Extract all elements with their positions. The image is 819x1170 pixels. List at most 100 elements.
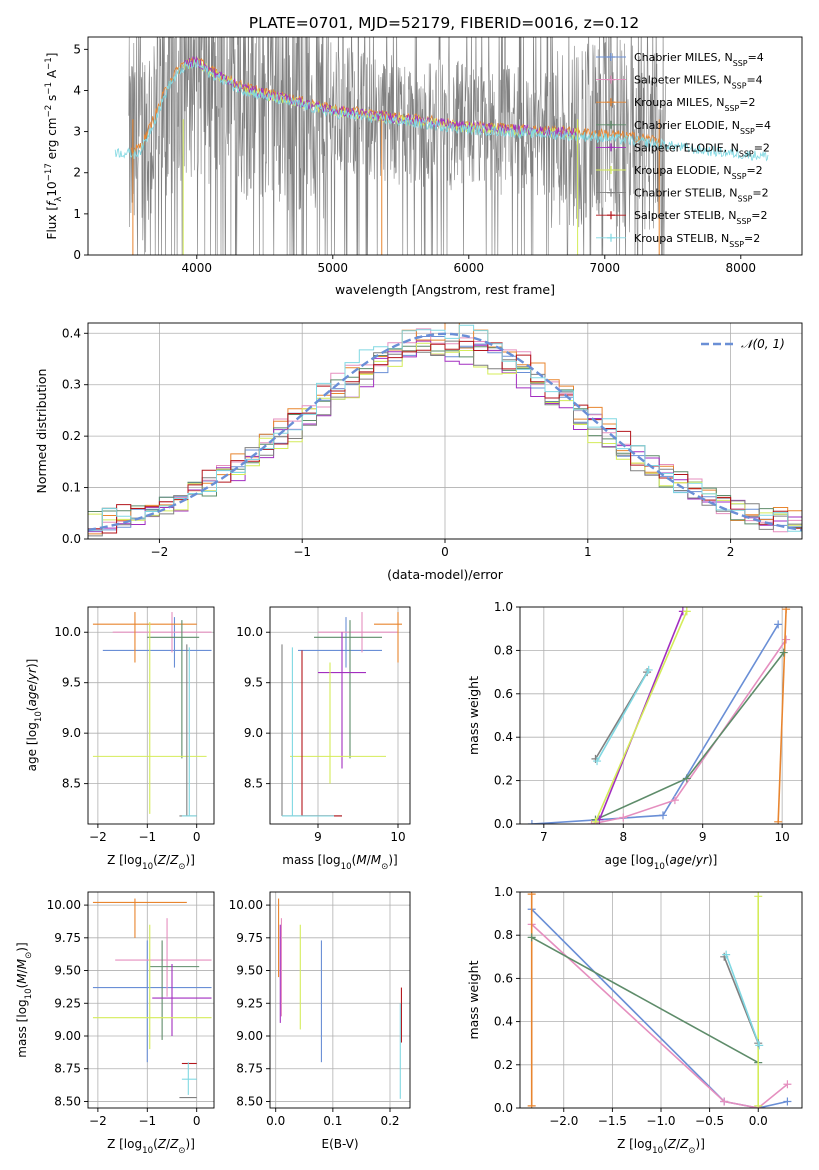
mass-weight-marker bbox=[591, 817, 600, 824]
y-tick-label: 0.4 bbox=[494, 730, 513, 744]
y-tick-label: 9.5 bbox=[244, 676, 263, 690]
mass-weight-marker bbox=[682, 774, 691, 783]
y-tick-label: 8.5 bbox=[244, 777, 263, 791]
y-tick-label: 10.0 bbox=[236, 625, 263, 639]
mass-weight-marker bbox=[722, 950, 731, 959]
mass-weight-marker bbox=[754, 1101, 763, 1108]
y-tick-label: 9.50 bbox=[54, 964, 81, 978]
age-vs-Z-plot-area bbox=[92, 612, 212, 817]
x-tick-label: 5000 bbox=[318, 261, 349, 275]
mass-weight-marker bbox=[782, 635, 791, 644]
y-tick-label: 0.8 bbox=[494, 643, 513, 657]
y-tick-label: 9.5 bbox=[62, 676, 81, 690]
x-tick-label: 0.1 bbox=[323, 1114, 342, 1128]
y-tick-label: 10.00 bbox=[229, 898, 263, 912]
x-tick-label: 1 bbox=[584, 545, 592, 559]
legend-marker bbox=[607, 211, 615, 220]
spectrum-model-line bbox=[182, 56, 578, 138]
y-tick-label: 9.75 bbox=[54, 931, 81, 945]
y-tick-label: 0.3 bbox=[62, 378, 81, 392]
legend-marker bbox=[607, 143, 615, 152]
y-tick-label: 0.8 bbox=[494, 928, 513, 942]
residual-histogram-plot-area bbox=[88, 323, 802, 537]
age-vs-mass-plot-area bbox=[281, 612, 402, 817]
x-tick-label: −1.0 bbox=[646, 1114, 675, 1128]
y-tick-label: 1 bbox=[73, 207, 81, 221]
x-tick-label: −2 bbox=[89, 830, 107, 844]
mass-weight-marker bbox=[755, 1041, 764, 1050]
mass-weight-marker bbox=[619, 813, 628, 822]
y-tick-label: 3 bbox=[73, 125, 81, 139]
y-tick-label: 0.6 bbox=[494, 687, 513, 701]
x-tick-label: 0.0 bbox=[749, 1114, 768, 1128]
x-tick-label: 0 bbox=[441, 545, 449, 559]
legend-marker bbox=[607, 120, 615, 129]
y-tick-label: 9.50 bbox=[236, 964, 263, 978]
y-tick-label: 0.2 bbox=[494, 1058, 513, 1072]
y-tick-label: 8.75 bbox=[54, 1062, 81, 1076]
x-tick-label: 10 bbox=[390, 830, 405, 844]
x-tick-label: 4000 bbox=[182, 261, 213, 275]
age-vs-mass-axes: 9 10 8.5 9.0 9.5 10.0 bbox=[236, 606, 411, 844]
x-tick-label: 0 bbox=[193, 1114, 201, 1128]
normal-curve bbox=[88, 332, 802, 532]
y-tick-label: 0.2 bbox=[62, 429, 81, 443]
y-tick-label: 9.00 bbox=[236, 1029, 263, 1043]
x-tick-label: 8000 bbox=[726, 261, 757, 275]
mass-vs-Z-plot-area bbox=[92, 898, 212, 1099]
mass-weight-line bbox=[531, 923, 788, 1108]
y-tick-label: 0.0 bbox=[62, 532, 81, 546]
age-vs-Z-ylabel: age [log10(age/yr)] bbox=[25, 659, 44, 772]
mass-weight-marker bbox=[783, 1097, 792, 1106]
spectrum-xlabel: wavelength [Angstrom, rest frame] bbox=[335, 282, 555, 297]
mass-weight-marker bbox=[527, 1101, 536, 1108]
mass-weight-vs-Z-plot-area bbox=[527, 892, 792, 1108]
x-tick-label: 7 bbox=[540, 830, 548, 844]
legend-marker bbox=[607, 53, 615, 61]
legend-label: Chabrier STELIB, NSSP=2 bbox=[634, 187, 769, 204]
y-tick-label: 10.0 bbox=[54, 625, 81, 639]
mass-weight-marker bbox=[593, 757, 602, 766]
legend-label: Chabrier MILES, NSSP=4 bbox=[634, 51, 764, 68]
axes-frame bbox=[519, 606, 803, 825]
legend-marker bbox=[607, 75, 615, 84]
x-tick-label: 8 bbox=[619, 830, 627, 844]
x-tick-label: −0.5 bbox=[695, 1114, 724, 1128]
y-tick-label: 0.0 bbox=[494, 1101, 513, 1115]
legend-marker bbox=[607, 98, 615, 107]
legend-label: Kroupa STELIB, NSSP=2 bbox=[634, 232, 760, 249]
mass-weight-marker bbox=[782, 607, 791, 614]
y-tick-label: 0.2 bbox=[494, 774, 513, 788]
y-tick-label: 0 bbox=[73, 248, 81, 262]
legend-marker bbox=[607, 188, 615, 197]
mass-weight-line bbox=[596, 669, 650, 762]
mass-weight-vs-age-xlabel: age [log10(age/yr)] bbox=[605, 853, 718, 872]
x-tick-label: 0.2 bbox=[380, 1114, 399, 1128]
mass-weight-marker bbox=[682, 607, 691, 616]
x-tick-label: 0 bbox=[193, 830, 201, 844]
histogram-step bbox=[88, 340, 802, 534]
mass-vs-EBV-axes: 0.0 0.1 0.2 8.50 8.75 9.00 9.25 9.50 9.75 10.00 bbox=[229, 891, 411, 1128]
mass-weight-line bbox=[595, 652, 785, 821]
x-tick-label: −2.0 bbox=[549, 1114, 578, 1128]
x-tick-label: 9 bbox=[699, 830, 707, 844]
x-tick-label: 10 bbox=[775, 830, 790, 844]
mass-weight-vs-age-plot-area bbox=[527, 607, 791, 824]
mass-vs-Z-xlabel: Z [log10(Z/Z⊙)] bbox=[107, 1137, 195, 1156]
mass-weight-marker bbox=[774, 620, 783, 629]
axes-frame bbox=[87, 891, 215, 1109]
y-tick-label: 0.4 bbox=[494, 1015, 513, 1029]
y-tick-label: 9.75 bbox=[236, 931, 263, 945]
mass-weight-marker bbox=[644, 665, 653, 674]
mass-weight-marker bbox=[670, 796, 679, 805]
mass-vs-Z-axes: −2 −1 0 8.50 8.75 9.00 9.25 9.50 9.75 10.00 bbox=[47, 891, 215, 1128]
mass-weight-marker bbox=[783, 1080, 792, 1089]
y-tick-label: 8.5 bbox=[62, 777, 81, 791]
spectrum-model-line bbox=[182, 57, 578, 140]
histogram-xlabel: (data-model)/error bbox=[387, 567, 504, 582]
figure-title: PLATE=0701, MJD=52179, FIBERID=0016, z=0… bbox=[249, 14, 639, 32]
y-tick-label: 8.50 bbox=[54, 1094, 81, 1108]
y-tick-label: 9.00 bbox=[54, 1029, 81, 1043]
y-tick-label: 4 bbox=[73, 83, 81, 97]
